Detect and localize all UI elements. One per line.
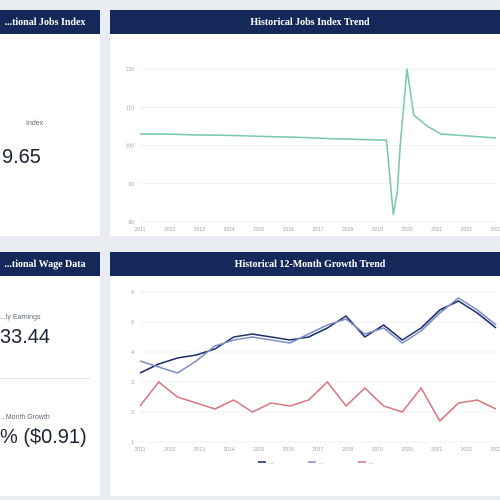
- growth-label: ...Month Growth: [0, 414, 50, 421]
- jobs-index-trend-card: Historical Jobs Index Trend 80 90 100 110 12…: [110, 10, 500, 236]
- jobs-index-value: 9.65: [2, 146, 41, 168]
- growth-trend-chart: 1 2 3 4 5 6 2011 2012 2013 2014 2015 2016 2017 2018 20…: [131, 290, 500, 466]
- x-tick-label: 2011: [135, 447, 146, 453]
- growth-trend-title: Historical 12-Month Growth Trend: [234, 258, 386, 270]
- x-tick-label: 2014: [223, 447, 234, 453]
- earnings-label: ...ly Earnings: [0, 314, 41, 321]
- x-tick-label: 2016: [283, 447, 294, 453]
- x-tick-label: 2018: [342, 227, 353, 233]
- y-tick-label: 110: [126, 105, 134, 111]
- x-tick-label: 2016: [283, 227, 294, 233]
- series-line: [140, 68, 497, 216]
- y-tick-label: 5: [131, 320, 134, 326]
- jobs-index-trend-chart: 80 90 100 110 120 2011 2012 2013 2014 2015 2016 201…: [126, 67, 500, 233]
- wage-data-card: ...tional Wage Data ...ly Earnings 33.44…: [0, 252, 100, 496]
- y-tick-label: 6: [131, 290, 134, 296]
- y-tick-label: 1: [131, 440, 134, 446]
- x-tick-label: 2023: [490, 227, 500, 233]
- x-tick-label: 2015: [253, 227, 264, 233]
- x-tick-label: 2011: [135, 227, 146, 233]
- jobs-index-trend-title: Historical Jobs Index Trend: [250, 16, 370, 28]
- y-tick-label: 100: [126, 144, 135, 150]
- x-tick-label: 2019: [372, 227, 383, 233]
- x-tick-label: 2013: [194, 447, 205, 453]
- x-tick-label: 2012: [164, 227, 175, 233]
- y-tick-label: 120: [126, 67, 135, 73]
- x-tick-label: 2017: [312, 227, 323, 233]
- legend-label: ...: [269, 460, 273, 466]
- x-tick-label: 2018: [342, 447, 353, 453]
- jobs-index-label: Index: [26, 120, 44, 127]
- x-tick-label: 2020: [401, 227, 412, 233]
- x-tick-label: 2012: [164, 447, 175, 453]
- x-tick-label: 2015: [253, 447, 264, 453]
- x-tick-label: 2019: [372, 447, 383, 453]
- y-tick-label: 80: [128, 220, 134, 226]
- legend-label: ...: [319, 460, 323, 466]
- jobs-index-card: ...tional Jobs Index Index 9.65: [0, 10, 100, 236]
- y-tick-label: 4: [131, 350, 134, 356]
- growth-value: % ($0.91): [0, 426, 87, 448]
- x-tick-label: 2021: [431, 227, 442, 233]
- x-tick-label: 2020: [401, 447, 412, 453]
- x-tick-label: 2013: [194, 227, 205, 233]
- y-tick-label: 2: [131, 410, 134, 416]
- series-line: [139, 300, 497, 374]
- jobs-index-trend-header: Historical Jobs Index Trend: [110, 10, 500, 34]
- series-line: [139, 297, 497, 374]
- y-tick-label: 90: [128, 182, 134, 188]
- x-tick-label: 2022: [461, 227, 472, 233]
- earnings-value: 33.44: [0, 326, 51, 348]
- wage-data-card-header: ...tional Wage Data: [0, 252, 100, 276]
- legend-label: ...: [369, 460, 373, 466]
- jobs-index-card-title: ...tional Jobs Index: [4, 16, 86, 28]
- x-tick-label: 2017: [312, 447, 323, 453]
- y-tick-label: 3: [131, 380, 134, 386]
- x-tick-label: 2014: [223, 227, 234, 233]
- series-line: [139, 381, 497, 422]
- jobs-index-card-header: ...tional Jobs Index: [0, 10, 100, 34]
- growth-trend-card: Historical 12-Month Growth Trend 1 2 3 4 5 6 2…: [110, 252, 500, 496]
- growth-trend-header: Historical 12-Month Growth Trend: [110, 252, 500, 276]
- wage-data-card-title: ...tional Wage Data: [4, 258, 86, 270]
- x-tick-label: 2022: [461, 447, 472, 453]
- metric-divider: [0, 378, 90, 379]
- x-tick-label: 2023: [490, 447, 500, 453]
- x-tick-label: 2021: [431, 447, 442, 453]
